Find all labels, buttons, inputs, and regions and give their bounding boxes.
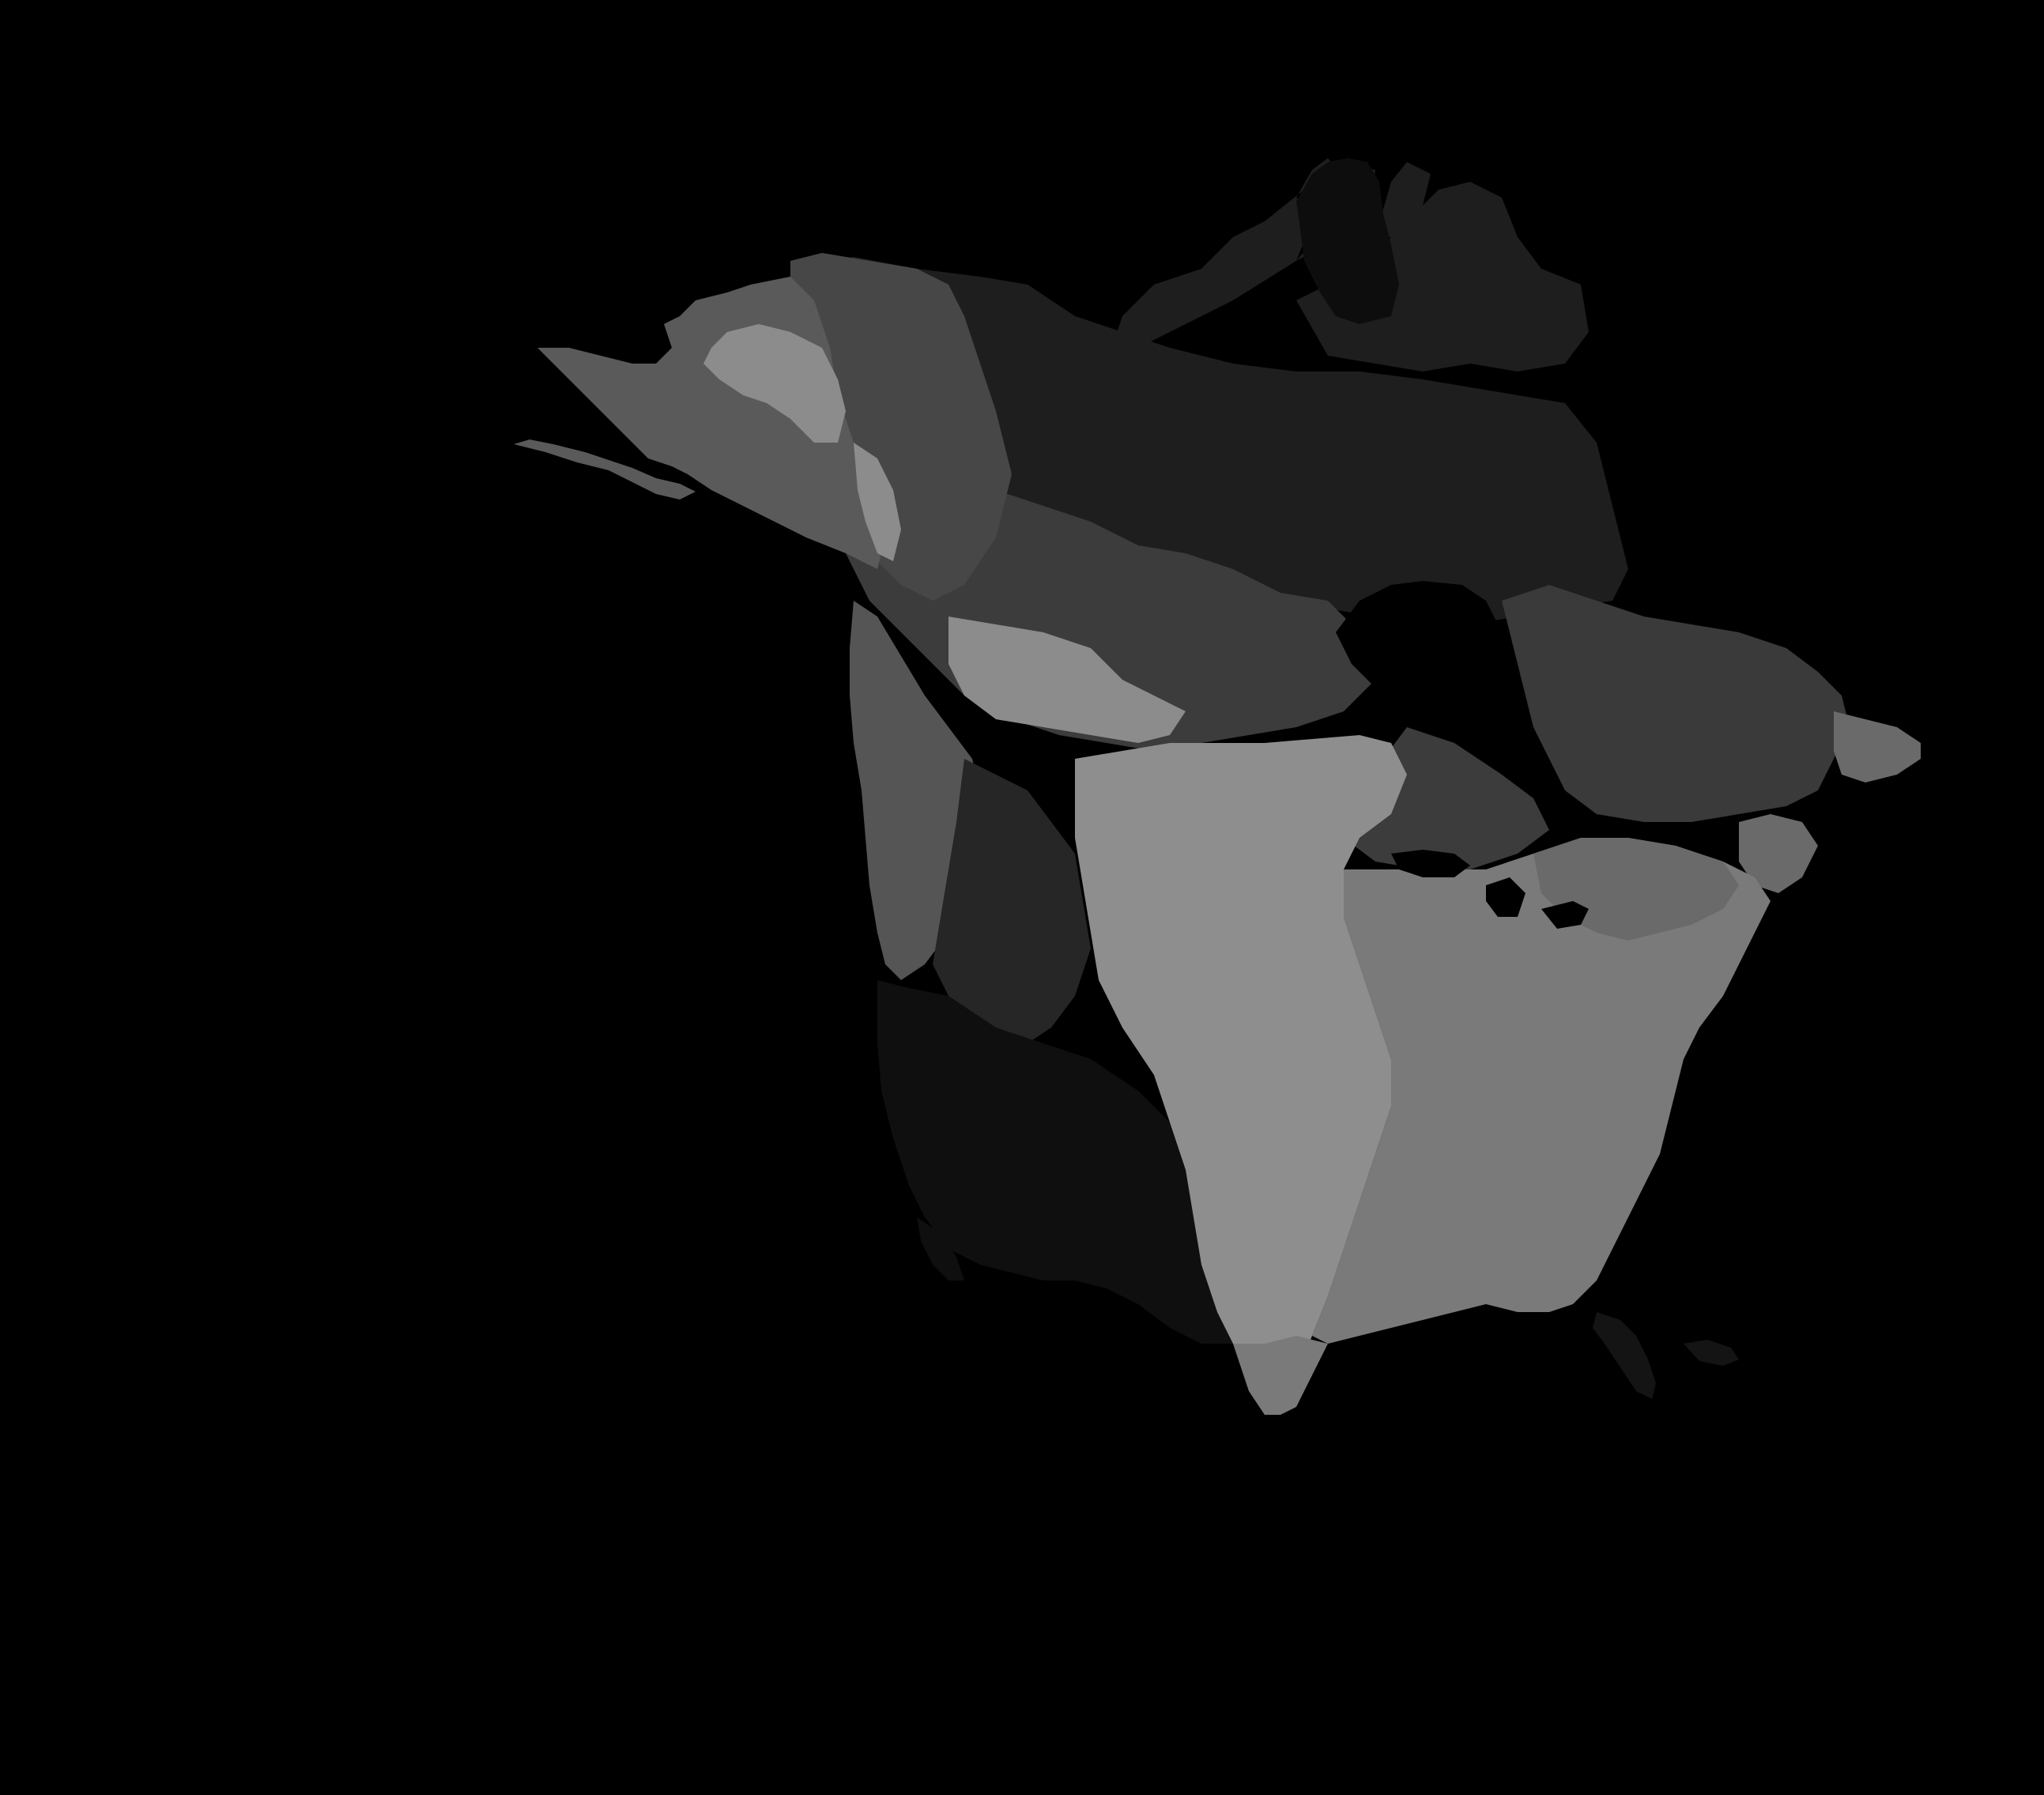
alaska-light-patch (703, 324, 846, 443)
baja-region (917, 1217, 964, 1280)
ellesmere-island-region (1296, 158, 1399, 324)
florida-region (1593, 1312, 1656, 1399)
aleutian-chain (514, 439, 696, 500)
prairie-canada-region (948, 617, 1186, 743)
arctic-archipelago-region (1107, 158, 1589, 371)
newfoundland-region (1834, 711, 1921, 782)
great-lakes (1391, 850, 1589, 929)
maritimes-region (1739, 814, 1818, 893)
texas-coast-region (1233, 1336, 1328, 1415)
rocky-mountains-region (933, 759, 1091, 1043)
quebec-labrador-region (1502, 585, 1850, 822)
caribbean-fragment (1684, 1340, 1739, 1366)
great-plains-region (1075, 735, 1407, 1407)
hudson-bay (1336, 581, 1549, 775)
alaska-light-patch (854, 443, 901, 561)
southwest-desert-region (877, 980, 1233, 1344)
eastern-us-region (1312, 838, 1771, 1344)
